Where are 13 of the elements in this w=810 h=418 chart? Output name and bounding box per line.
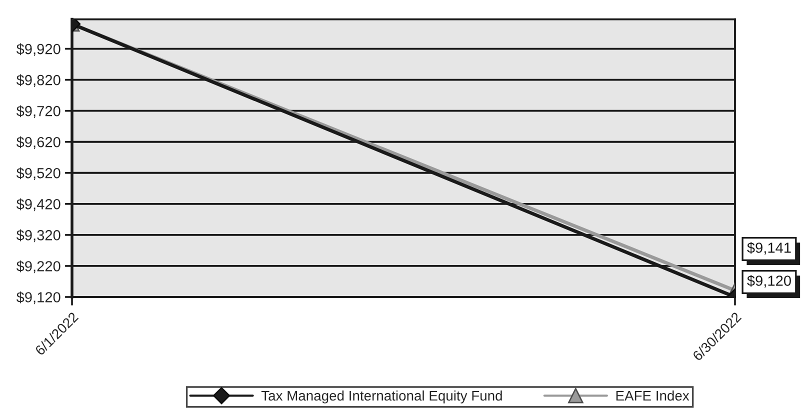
legend-label: Tax Managed International Equity Fund [261, 390, 502, 404]
data-label: $9,141 [747, 242, 791, 255]
y-tick-label: $9,320 [16, 229, 60, 242]
y-tick-label: $9,620 [16, 136, 60, 150]
y-tick-label: $9,920 [16, 43, 60, 56]
y-tick-label: $9,520 [16, 167, 60, 180]
data-label: $9,120 [747, 274, 791, 288]
y-tick-label: $9,720 [16, 105, 60, 118]
legend-label: EAFE Index [616, 390, 690, 401]
y-tick-label: $9,220 [16, 260, 60, 274]
y-tick-label: $9,820 [16, 74, 60, 87]
y-tick-label: $9,420 [16, 198, 60, 212]
y-tick-label: $9,120 [16, 291, 60, 304]
